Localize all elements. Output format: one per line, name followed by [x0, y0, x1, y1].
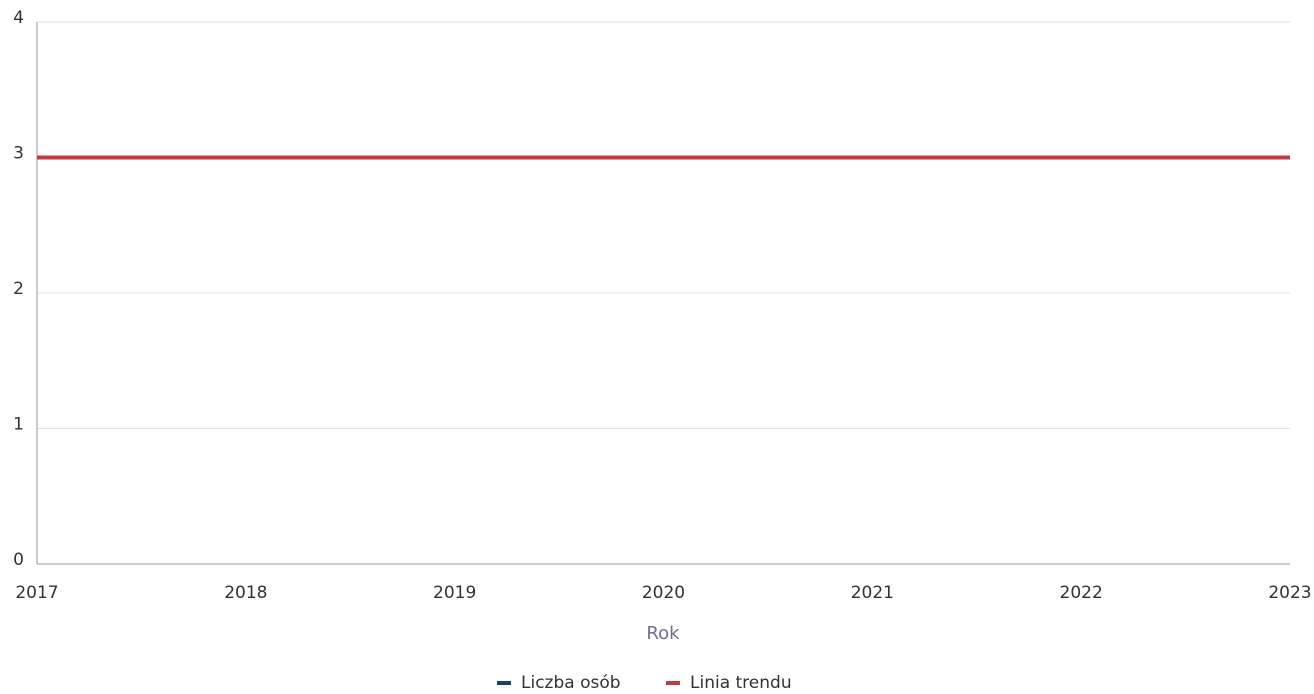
legend-label: Linia trendu	[690, 673, 792, 693]
y-tick-label: 4	[13, 8, 24, 28]
x-tick-label: 2023	[1268, 583, 1311, 603]
x-tick-label: 2018	[224, 583, 267, 603]
y-tick-label: 3	[13, 144, 24, 164]
x-axis-label: Rok	[646, 623, 680, 644]
legend-label: Liczba osób	[521, 673, 621, 693]
x-tick-label: 2017	[15, 583, 58, 603]
y-tick-label: 1	[13, 415, 24, 435]
x-tick-label: 2021	[851, 583, 894, 603]
x-tick-label: 2020	[642, 583, 685, 603]
x-tick-label: 2019	[433, 583, 476, 603]
y-tick-label: 2	[13, 279, 24, 299]
y-tick-label: 0	[13, 550, 24, 570]
x-tick-label: 2022	[1060, 583, 1103, 603]
